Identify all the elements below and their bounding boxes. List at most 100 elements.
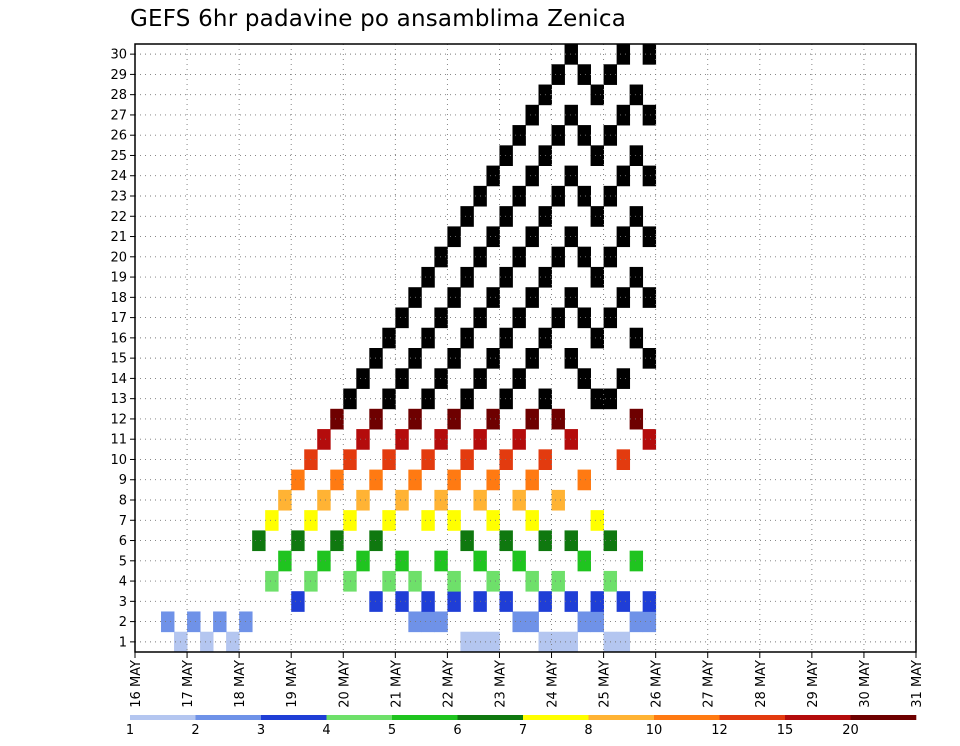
colorbar-label: 8 [584,723,592,738]
heatmap-cell [499,206,513,227]
heatmap-cell [486,510,500,531]
heatmap-cell [356,489,370,511]
heatmap-cell [616,226,631,248]
y-tick-label: 1 [119,635,127,650]
x-tick-label: 19 MAY [285,660,300,708]
colorbar-segment [261,715,327,720]
x-tick-label: 18 MAY [233,660,248,708]
heatmap-cell [577,125,591,146]
x-tick-label: 20 MAY [337,660,352,708]
colorbar-label: 5 [388,723,396,738]
colorbar-segment [326,715,393,720]
heatmap-cell [460,388,474,410]
heatmap-cell [499,591,513,612]
colorbar-segment [785,715,851,720]
heatmap-cell [330,469,344,491]
y-tick-label: 4 [119,575,127,590]
heatmap-cell [564,429,578,450]
heatmap-cell [642,287,657,308]
heatmap-cell [551,570,565,592]
heatmap-cell [382,570,396,592]
heatmap-cell [447,348,461,369]
heatmap-cell [629,84,644,106]
heatmap-cell [499,327,513,349]
heatmap-cell [447,226,461,248]
heatmap-cell [577,611,591,633]
heatmap-cell [590,206,604,227]
x-tick-label: 16 MAY [129,660,144,708]
heatmap-cell [551,185,565,207]
heatmap-cell [564,226,578,248]
heatmap-cell [590,388,604,410]
colorbar-segment [457,715,524,720]
x-tick-label: 27 MAY [702,660,717,708]
heatmap-cell [421,266,435,288]
heatmap-cell [577,469,591,491]
colorbar-label: 7 [519,723,527,738]
heatmap-cell [278,550,292,572]
heatmap-cell [486,287,500,308]
heatmap-cell [551,408,565,430]
heatmap-cell [421,388,435,410]
heatmap-cell [590,266,604,288]
heatmap-cell [486,408,500,430]
heatmap-cell [551,246,565,268]
colorbar-label: 15 [777,723,794,738]
heatmap-cell [460,327,474,349]
heatmap-cell [525,104,539,126]
x-tick-label: 25 MAY [598,660,613,708]
chart-title: GEFS 6hr padavine po ansamblima Zenica [130,6,627,32]
heatmap-cell [590,611,604,633]
heatmap-cell [642,165,657,187]
heatmap-cell [213,611,227,633]
heatmap-cell [447,469,461,491]
y-tick-label: 23 [110,190,127,205]
heatmap-cell [512,307,526,329]
y-tick-label: 2 [119,615,127,630]
x-tick-label: 23 MAY [493,660,508,708]
heatmap-cell [317,429,331,450]
heatmap-cell [642,429,657,450]
heatmap-cell [421,510,435,531]
colorbar-label: 6 [453,723,461,738]
x-tick-label: 26 MAY [650,660,665,708]
heatmap-cell [499,388,513,410]
heatmap-cell [616,591,631,612]
heatmap-cell [434,368,448,389]
colorbar: 1 2 3 4 5 6 7 8 10 12 15 20 [126,715,917,738]
heatmap-cell [395,591,409,612]
heatmap-cell [369,591,383,612]
heatmap-cell [616,104,631,126]
y-tick-label: 20 [110,250,127,265]
y-tick-label: 12 [110,412,127,427]
x-tick-label: 22 MAY [441,660,456,708]
heatmap-cell [525,611,539,633]
heatmap-cell [434,550,448,572]
heatmap-cell [161,611,175,633]
heatmap-cell [395,550,409,572]
y-tick-label: 5 [119,554,127,569]
heatmap-cell [525,165,539,187]
heatmap-cell [486,348,500,369]
heatmap-cell [460,206,474,227]
heatmap-cell [629,145,644,166]
heatmap-cell [499,266,513,288]
heatmap-cell [629,206,644,227]
heatmap-cell [460,631,474,653]
heatmap-cell [551,64,565,85]
y-tick-label: 24 [110,169,127,184]
heatmap-cell [616,631,631,653]
heatmap-cell [330,530,344,552]
heatmap-cell [590,327,604,349]
heatmap-cell [369,408,383,430]
heatmap-cell [577,246,591,268]
grid-lines [134,44,917,652]
heatmap-cell [512,185,526,207]
heatmap-cell [525,408,539,430]
heatmap-cell [525,510,539,531]
x-tick-label: 17 MAY [181,660,196,708]
heatmap-cell [330,408,344,430]
heatmap-cell [447,510,461,531]
heatmap-cell [616,287,631,308]
